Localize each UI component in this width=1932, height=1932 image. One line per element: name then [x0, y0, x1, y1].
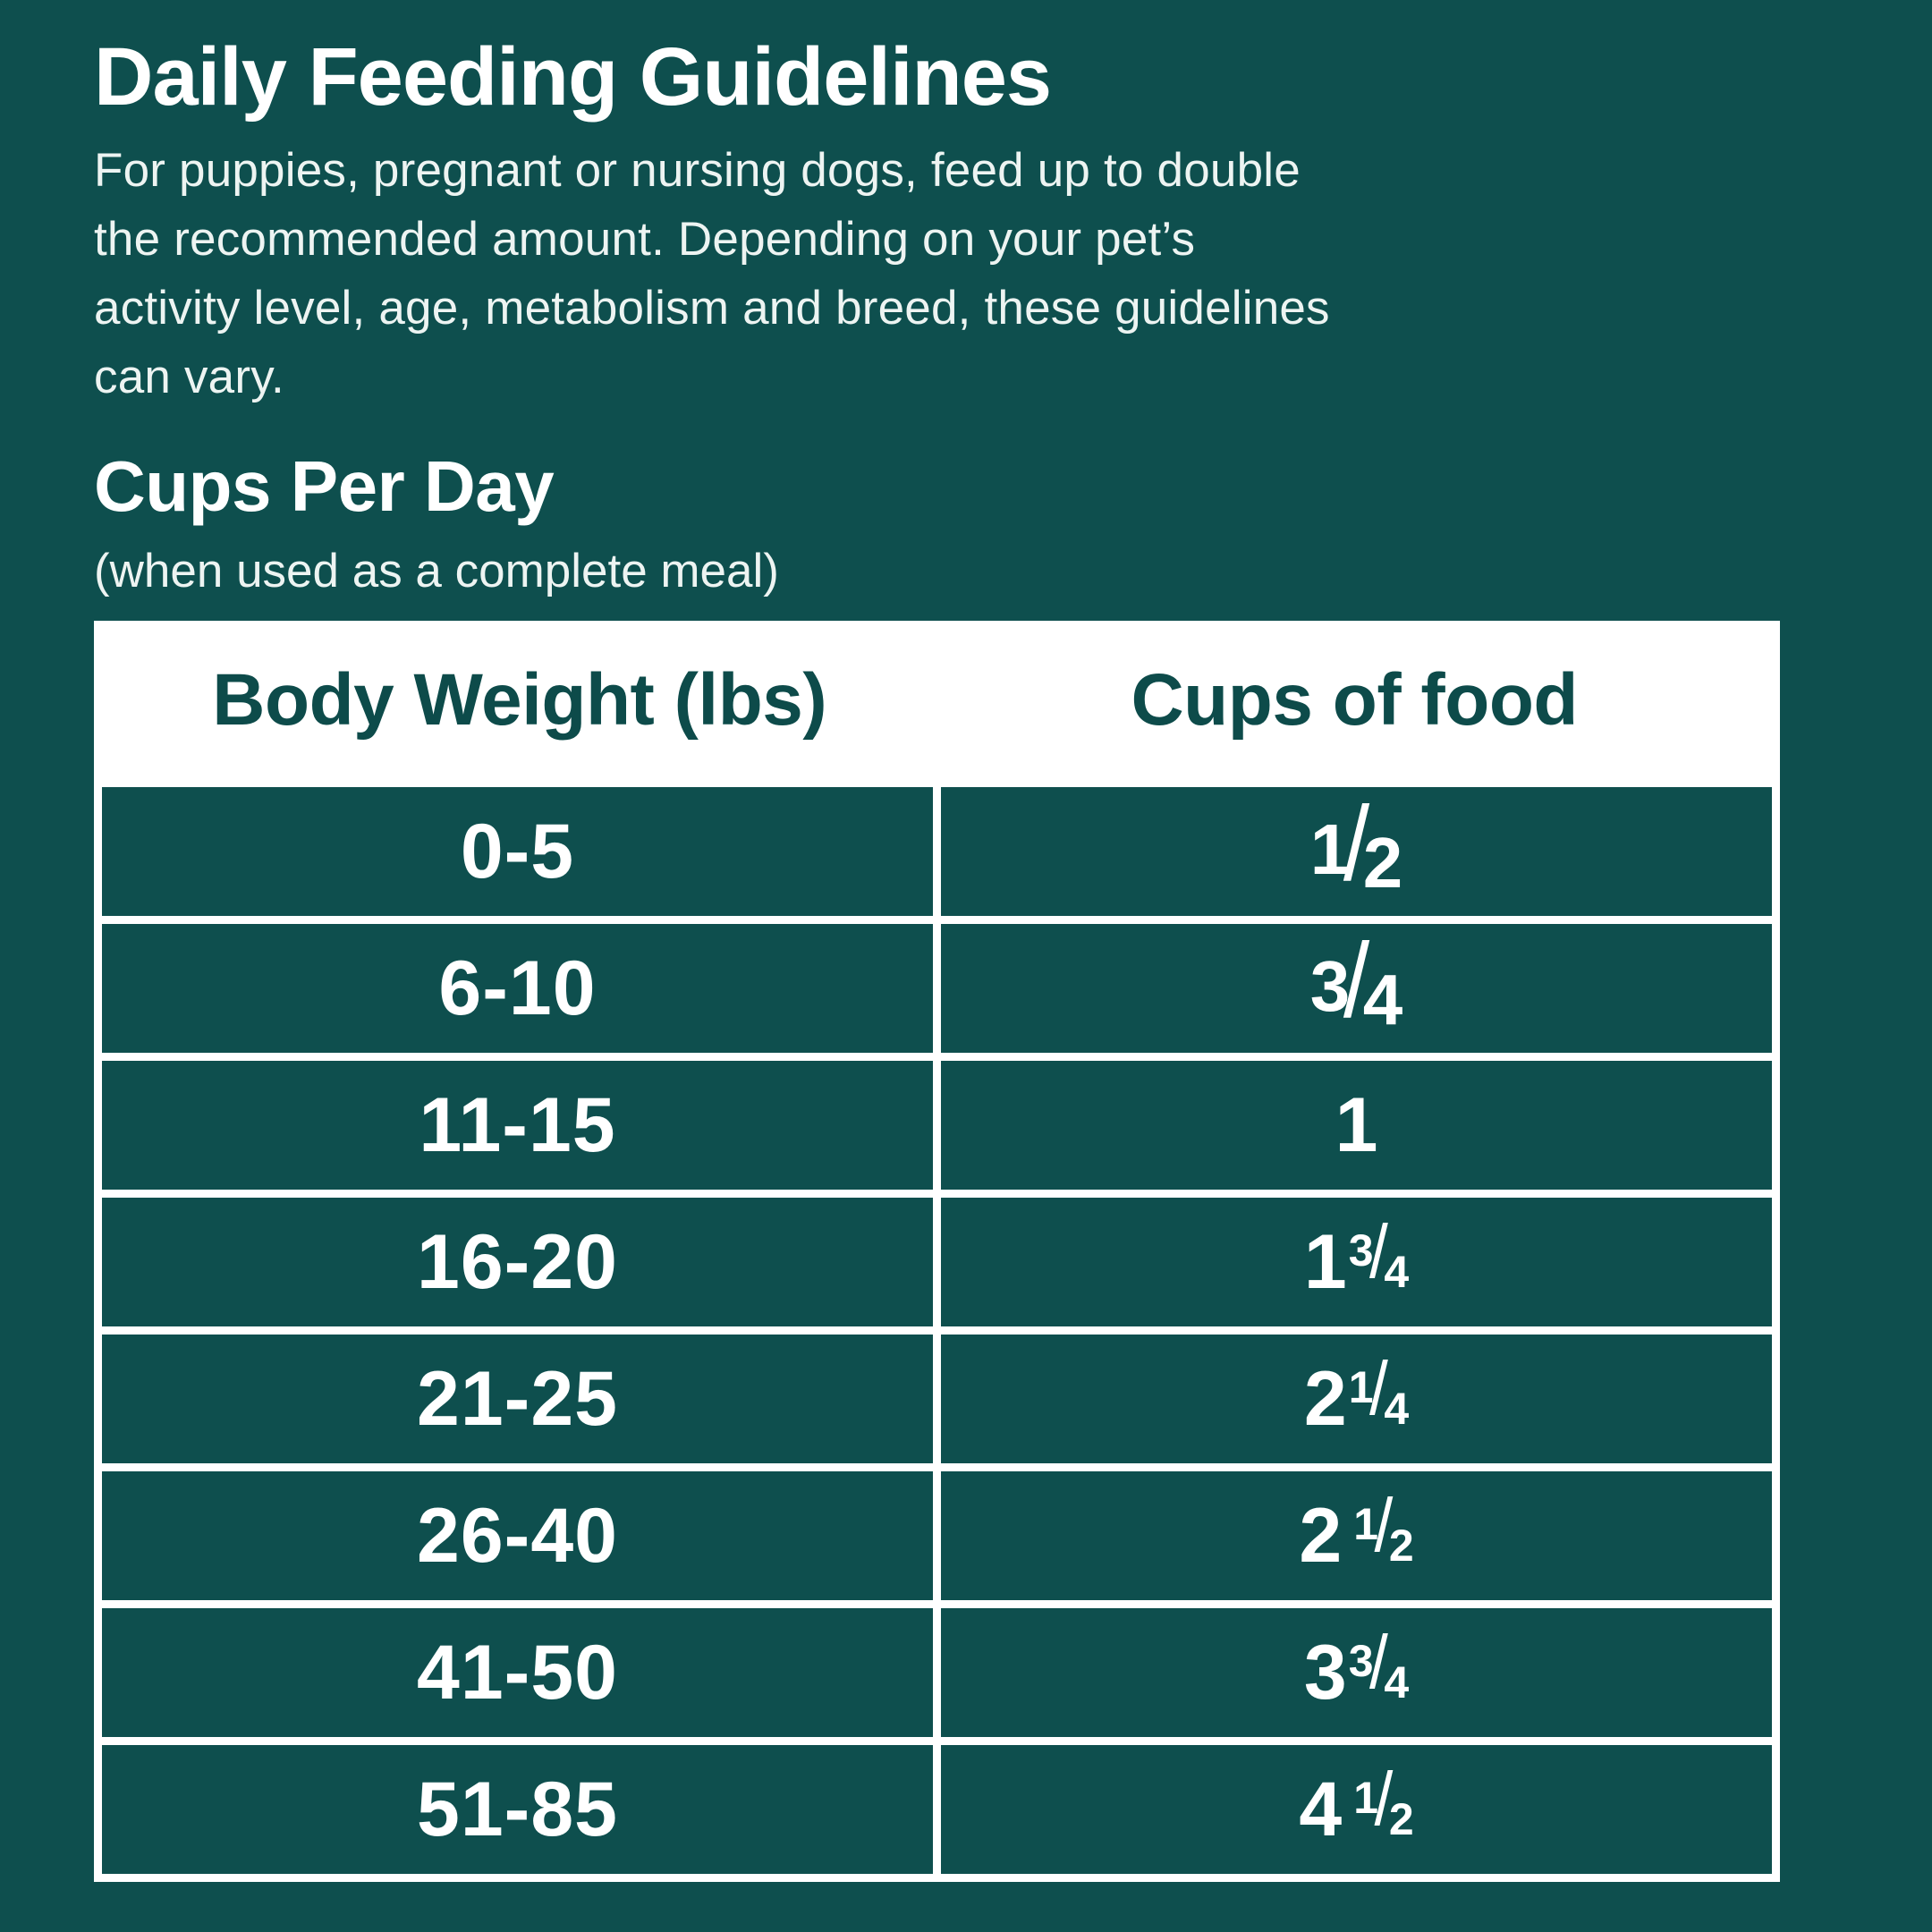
fraction-denominator: 2 — [1388, 1520, 1414, 1571]
cups-cell: 4 1/2 — [933, 1745, 1772, 1875]
body-weight-value: 16-20 — [417, 1218, 618, 1305]
body-weight-cell: 41-50 — [102, 1608, 933, 1737]
body-weight-cell: 0-5 — [102, 787, 933, 916]
body-weight-value: 41-50 — [417, 1629, 618, 1716]
feeding-table: Body Weight (lbs) Cups of food 0-5 1/2 6-1… — [94, 621, 1780, 1883]
cups-value: 4 1/2 — [1299, 1757, 1414, 1854]
body-weight-value: 6-10 — [438, 945, 597, 1031]
cups-whole-number: 2 — [1303, 1355, 1347, 1442]
table-row: 26-40 2 1/2 — [102, 1463, 1772, 1601]
cups-whole-number: 4 — [1299, 1766, 1343, 1852]
cups-value: 1/2 — [1310, 784, 1403, 906]
body-weight-cell: 26-40 — [102, 1471, 933, 1600]
cups-value: 21/4 — [1303, 1346, 1410, 1444]
table-row: 16-20 13/4 — [102, 1190, 1772, 1327]
fraction-numerator: 3 — [1348, 1224, 1374, 1275]
body-weight-cell: 11-15 — [102, 1061, 933, 1190]
fraction-numerator: 1 — [1353, 1772, 1378, 1823]
fraction-slash: / — [1369, 1619, 1388, 1704]
body-weight-value: 51-85 — [417, 1766, 618, 1852]
body-weight-value: 26-40 — [417, 1492, 618, 1579]
body-weight-cell: 21-25 — [102, 1335, 933, 1463]
fraction-numerator: 3 — [1309, 946, 1351, 1027]
cups-cell: 1 — [933, 1061, 1772, 1191]
intro-line: the recommended amount. Depending on you… — [94, 213, 1196, 267]
table-header-row: Body Weight (lbs) Cups of food — [94, 621, 1780, 780]
cups-value: 3/4 — [1310, 921, 1403, 1043]
cups-cell: 1/2 — [933, 784, 1772, 917]
table-row: 21-25 21/4 — [102, 1326, 1772, 1464]
fraction-numerator: 1 — [1348, 1361, 1374, 1412]
cups-value: 33/4 — [1303, 1620, 1410, 1717]
cups-cell: 2 1/2 — [933, 1471, 1772, 1601]
cups-fraction: 1/4 — [1349, 1346, 1410, 1435]
fraction-slash: / — [1374, 1482, 1394, 1567]
table-body: 0-5 1/2 6-10 3/4 11-15 1 16-20 13/4 21-25 21/4 26-… — [102, 779, 1772, 1875]
cups-value: 2 1/2 — [1299, 1483, 1414, 1580]
intro-line: can vary. — [94, 351, 284, 404]
body-weight-cell: 6-10 — [102, 924, 933, 1053]
fraction-slash: / — [1343, 921, 1370, 1040]
column-header-cups-of-food: Cups of food — [1131, 658, 1579, 741]
cups-cell: 21/4 — [933, 1335, 1772, 1464]
fraction-denominator: 4 — [1362, 959, 1403, 1039]
fraction-slash: / — [1369, 1345, 1388, 1430]
cups-cell: 33/4 — [933, 1608, 1772, 1738]
cups-fraction: 3/4 — [1310, 921, 1403, 1039]
fraction-denominator: 2 — [1362, 822, 1403, 902]
fraction-numerator: 3 — [1348, 1635, 1374, 1686]
fraction-slash: / — [1343, 784, 1370, 903]
table-row: 51-85 4 1/2 — [102, 1737, 1772, 1875]
intro-paragraph: For puppies, pregnant or nursing dogs, f… — [94, 136, 1789, 411]
fraction-denominator: 4 — [1384, 1246, 1410, 1297]
fraction-denominator: 2 — [1388, 1793, 1414, 1844]
fraction-slash: / — [1374, 1756, 1394, 1841]
fraction-slash: / — [1369, 1208, 1388, 1293]
fraction-denominator: 4 — [1384, 1383, 1410, 1434]
cups-whole-number: 1 — [1303, 1218, 1347, 1305]
intro-line: activity level, age, metabolism and bree… — [94, 282, 1330, 335]
column-header-body-weight: Body Weight (lbs) — [212, 658, 827, 741]
cups-cell: 13/4 — [933, 1198, 1772, 1327]
cups-fraction: 3/4 — [1349, 1209, 1410, 1298]
cups-whole-number: 2 — [1299, 1492, 1343, 1579]
cups-fraction: 1/2 — [1310, 784, 1403, 902]
cups-value: 13/4 — [1303, 1209, 1410, 1307]
cups-fraction: 3/4 — [1349, 1620, 1410, 1708]
body-weight-cell: 16-20 — [102, 1198, 933, 1326]
body-weight-value: 0-5 — [460, 808, 575, 894]
table-row: 11-15 1 — [102, 1053, 1772, 1191]
fraction-numerator: 1 — [1309, 809, 1351, 890]
cups-fraction: 1/2 — [1353, 1483, 1414, 1572]
body-weight-value: 11-15 — [419, 1081, 616, 1168]
table-row: 6-10 3/4 — [102, 916, 1772, 1054]
table-row: 0-5 1/2 — [102, 779, 1772, 917]
cups-value: 1 — [1335, 1081, 1378, 1170]
intro-line: For puppies, pregnant or nursing dogs, f… — [94, 144, 1301, 198]
cups-fraction: 1/2 — [1353, 1757, 1414, 1845]
cups-cell: 3/4 — [933, 921, 1772, 1054]
fraction-denominator: 4 — [1384, 1657, 1410, 1707]
table-row: 41-50 33/4 — [102, 1600, 1772, 1738]
cups-whole-number: 1 — [1335, 1081, 1378, 1168]
fraction-numerator: 1 — [1353, 1498, 1378, 1549]
body-weight-value: 21-25 — [417, 1355, 618, 1442]
body-weight-cell: 51-85 — [102, 1745, 933, 1874]
cups-per-day-heading: Cups Per Day — [94, 446, 555, 527]
cups-whole-number: 3 — [1303, 1629, 1347, 1716]
complete-meal-note: (when used as a complete meal) — [94, 545, 779, 598]
page-title: Daily Feeding Guidelines — [94, 31, 1052, 123]
